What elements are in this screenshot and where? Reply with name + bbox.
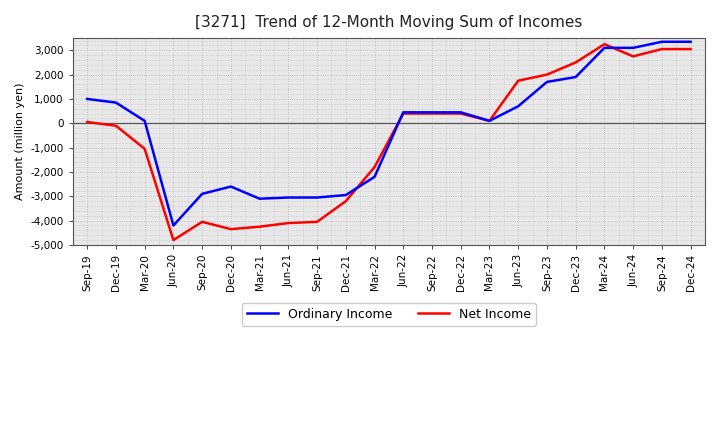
Title: [3271]  Trend of 12-Month Moving Sum of Incomes: [3271] Trend of 12-Month Moving Sum of I… xyxy=(195,15,582,30)
Net Income xyxy=(485,118,494,124)
Ordinary Income xyxy=(485,118,494,124)
Net Income xyxy=(256,224,264,229)
Net Income xyxy=(543,72,552,77)
Net Income xyxy=(456,111,465,116)
Ordinary Income xyxy=(312,195,321,200)
Ordinary Income xyxy=(543,79,552,84)
Net Income xyxy=(572,60,580,65)
Net Income xyxy=(140,146,149,151)
Ordinary Income xyxy=(399,110,408,115)
Ordinary Income xyxy=(341,192,350,198)
Ordinary Income xyxy=(686,39,695,44)
Net Income xyxy=(514,78,523,83)
Ordinary Income xyxy=(227,184,235,189)
Net Income xyxy=(399,111,408,116)
Net Income xyxy=(169,238,178,243)
Ordinary Income xyxy=(572,74,580,80)
Net Income xyxy=(83,119,91,125)
Ordinary Income xyxy=(629,45,637,51)
Ordinary Income xyxy=(284,195,292,200)
Net Income xyxy=(370,165,379,170)
Net Income xyxy=(227,227,235,232)
Line: Net Income: Net Income xyxy=(87,44,690,240)
Y-axis label: Amount (million yen): Amount (million yen) xyxy=(15,83,25,200)
Legend: Ordinary Income, Net Income: Ordinary Income, Net Income xyxy=(242,303,536,326)
Ordinary Income xyxy=(657,39,666,44)
Net Income xyxy=(312,219,321,224)
Ordinary Income xyxy=(83,96,91,102)
Net Income xyxy=(341,198,350,204)
Ordinary Income xyxy=(140,118,149,124)
Line: Ordinary Income: Ordinary Income xyxy=(87,42,690,225)
Ordinary Income xyxy=(198,191,207,197)
Net Income xyxy=(686,47,695,52)
Ordinary Income xyxy=(456,110,465,115)
Ordinary Income xyxy=(370,174,379,180)
Ordinary Income xyxy=(112,100,120,105)
Ordinary Income xyxy=(514,103,523,109)
Net Income xyxy=(428,111,436,116)
Ordinary Income xyxy=(256,196,264,202)
Ordinary Income xyxy=(428,110,436,115)
Net Income xyxy=(198,219,207,224)
Ordinary Income xyxy=(169,223,178,228)
Ordinary Income xyxy=(600,45,608,51)
Net Income xyxy=(284,220,292,226)
Net Income xyxy=(629,54,637,59)
Net Income xyxy=(112,123,120,128)
Net Income xyxy=(657,47,666,52)
Net Income xyxy=(600,41,608,47)
